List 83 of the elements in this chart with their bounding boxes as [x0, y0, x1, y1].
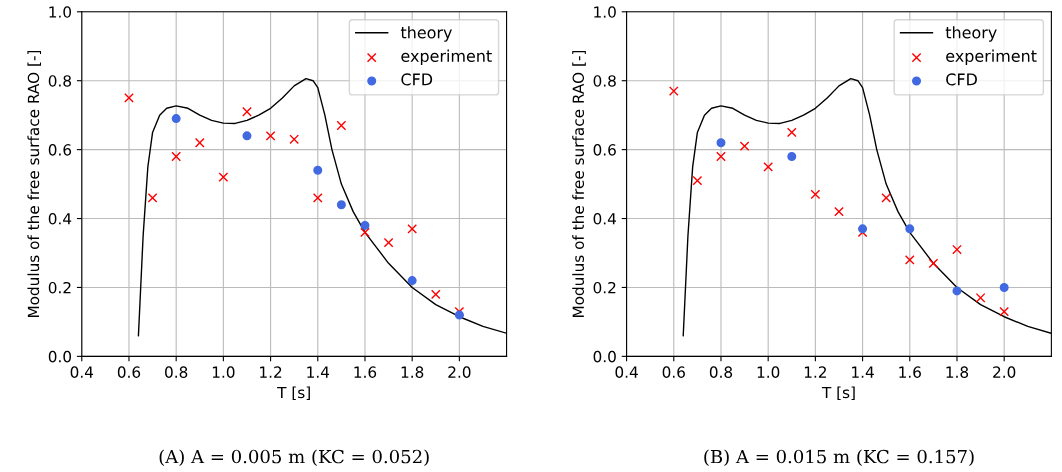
x-tick-label: 0.4	[70, 366, 94, 378]
text: (B) A = 0.015 m (KC = 0.157)	[704, 449, 974, 466]
point	[312, 193, 323, 203]
point	[124, 93, 134, 103]
x-tick-label: 1.8	[946, 366, 969, 378]
y-tick-label: 0.0	[593, 350, 616, 363]
x-tick-label: 0.6	[662, 366, 685, 378]
point	[786, 127, 797, 138]
point	[787, 152, 797, 162]
y-tick-label: 0.8	[48, 75, 72, 87]
point	[952, 244, 962, 255]
point	[454, 310, 464, 320]
point	[692, 175, 703, 186]
x-tick-label: 1.4	[852, 366, 874, 378]
point	[147, 193, 158, 203]
point	[171, 114, 181, 124]
x-tick-label: 2.0	[993, 366, 1016, 378]
y-tick-label: 0.4	[593, 213, 616, 225]
point	[905, 224, 915, 234]
point	[668, 86, 679, 96]
x-tick-label: 0.8	[709, 366, 733, 378]
y-tick-label: 0.0	[48, 350, 72, 363]
x-tick-label: 1.2	[260, 366, 282, 378]
point	[716, 138, 726, 148]
point	[739, 141, 750, 152]
point	[928, 258, 939, 269]
y-tick-label: 0.8	[593, 75, 616, 87]
point	[194, 137, 205, 148]
point	[810, 189, 821, 200]
point	[763, 161, 774, 172]
x-tick-label: 1.2	[804, 366, 826, 378]
x-tick-label: 2.0	[448, 366, 471, 378]
x-tick-label: 1.4	[307, 366, 330, 378]
point	[881, 193, 892, 203]
x-axis-title: T [s]	[277, 386, 310, 401]
x-axis-title: T [s]	[821, 386, 855, 401]
legend-label: CFD	[946, 73, 977, 86]
point	[360, 227, 370, 238]
point	[289, 134, 300, 145]
x-tick-label: 1.6	[354, 366, 377, 378]
point	[383, 237, 394, 248]
x-tick-label: 1.6	[899, 366, 921, 378]
y-tick-label: 0.6	[593, 144, 616, 156]
y-tick-label: 1.0	[594, 6, 616, 18]
y-tick-label: 1.0	[49, 6, 72, 18]
x-tick-label: 1.0	[757, 366, 780, 378]
x-tick-label: 0.6	[117, 366, 141, 378]
point	[360, 220, 370, 230]
point	[858, 224, 868, 234]
y-axis-title: Modulus of the free surface RAO [-]	[572, 50, 586, 318]
point	[336, 120, 347, 131]
x-tick-label: 0.4	[615, 366, 638, 378]
point	[716, 151, 726, 162]
point	[171, 151, 182, 162]
y-tick-label: 0.4	[48, 213, 72, 225]
legend-label: theory	[400, 26, 452, 42]
y-tick-label: 0.2	[48, 281, 71, 294]
y-tick-label: 0.2	[593, 281, 616, 294]
text: (A) A = 0.005 m (KC = 0.052)	[159, 449, 429, 466]
point	[265, 130, 276, 141]
point	[999, 306, 1010, 317]
legend-label: theory	[945, 26, 997, 42]
point	[242, 106, 252, 117]
legend-label: experiment	[401, 49, 492, 66]
point	[407, 276, 417, 286]
point	[218, 172, 229, 183]
x-tick-label: 0.8	[165, 366, 188, 378]
point	[336, 200, 346, 210]
point	[242, 131, 252, 141]
legend-label: CFD	[401, 73, 433, 86]
point	[834, 206, 844, 217]
legend-label: experiment	[946, 49, 1037, 66]
x-tick-label: 1.8	[401, 366, 424, 378]
point	[904, 255, 915, 265]
point	[952, 286, 962, 296]
point	[975, 292, 986, 303]
y-axis-title: Modulus of the free surface RAO [-]	[27, 50, 42, 318]
point	[999, 282, 1009, 292]
x-tick-label: 1.0	[212, 366, 235, 378]
point	[407, 224, 418, 234]
point	[313, 165, 323, 175]
y-tick-label: 0.6	[48, 144, 72, 156]
point	[430, 289, 441, 300]
